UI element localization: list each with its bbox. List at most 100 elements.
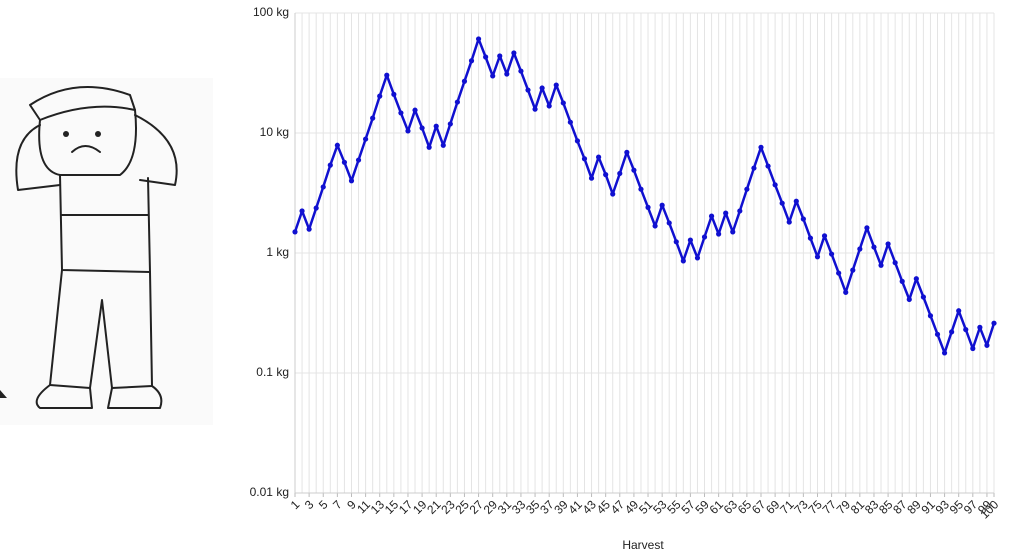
x-tick-label: 1 <box>288 497 303 512</box>
point <box>426 144 432 150</box>
point <box>596 154 602 160</box>
point <box>384 72 390 78</box>
head <box>38 109 137 176</box>
point <box>829 251 835 257</box>
arms <box>15 114 178 191</box>
point <box>779 200 785 206</box>
point <box>708 213 715 219</box>
point <box>334 142 340 148</box>
point <box>327 162 333 168</box>
x-tick-label: 5 <box>316 497 331 512</box>
y-tick-label: 10 kg <box>260 125 289 139</box>
x-tick-label: 3 <box>302 497 317 512</box>
point <box>821 233 828 239</box>
point <box>475 36 482 42</box>
point <box>772 182 778 188</box>
point <box>363 136 369 142</box>
point <box>638 186 644 192</box>
point <box>539 85 545 91</box>
point <box>490 73 496 79</box>
point <box>694 255 701 261</box>
eye <box>63 131 69 137</box>
point <box>652 223 658 229</box>
point <box>751 165 757 171</box>
point <box>920 294 926 300</box>
point <box>807 235 814 241</box>
point <box>306 226 312 232</box>
point <box>574 138 581 144</box>
point <box>454 99 460 105</box>
point <box>398 110 404 116</box>
point <box>483 54 489 60</box>
point <box>836 270 842 276</box>
point <box>497 53 503 59</box>
illustration-bg <box>0 78 213 425</box>
point <box>899 278 905 284</box>
point <box>723 210 729 216</box>
arrow-tip <box>0 390 7 398</box>
point <box>864 225 870 231</box>
y-tick-label: 0.01 kg <box>250 485 289 499</box>
point <box>320 184 326 190</box>
point <box>977 324 983 330</box>
point <box>927 313 934 319</box>
point <box>716 231 722 237</box>
point <box>687 237 693 243</box>
point <box>758 144 764 150</box>
point <box>786 219 792 225</box>
point <box>666 220 672 226</box>
eye <box>95 131 101 137</box>
point <box>525 87 531 93</box>
mouth <box>71 145 101 153</box>
point <box>906 296 912 303</box>
illustration <box>0 78 213 425</box>
x-axis-label: Harvest <box>622 538 664 552</box>
point <box>603 172 609 178</box>
point <box>793 198 799 204</box>
point <box>991 320 997 326</box>
point <box>984 342 990 348</box>
point <box>843 289 849 295</box>
point <box>560 100 566 106</box>
point <box>553 82 559 88</box>
point <box>730 229 736 235</box>
point <box>941 350 948 356</box>
point <box>963 326 969 333</box>
point <box>673 239 679 245</box>
point <box>934 331 941 337</box>
point <box>913 276 919 282</box>
point <box>737 208 743 214</box>
point <box>348 178 355 184</box>
cap <box>29 86 136 121</box>
point <box>701 234 708 240</box>
point <box>885 241 891 247</box>
line <box>293 37 996 355</box>
point <box>433 123 439 129</box>
point <box>419 125 425 131</box>
point <box>313 205 319 211</box>
point <box>588 175 595 181</box>
point <box>949 329 955 335</box>
point <box>468 58 475 64</box>
point <box>970 345 976 352</box>
point <box>461 78 468 84</box>
point <box>892 260 898 266</box>
overalls <box>59 174 151 273</box>
shoes <box>35 384 163 409</box>
point <box>850 267 856 273</box>
point <box>511 50 517 56</box>
point <box>504 71 510 77</box>
point <box>680 258 686 264</box>
point <box>299 208 305 214</box>
point <box>440 142 446 148</box>
point <box>765 163 771 169</box>
point <box>610 191 616 197</box>
point <box>292 229 298 235</box>
point <box>567 119 573 125</box>
point <box>546 103 552 109</box>
point <box>405 128 411 134</box>
point <box>447 121 453 127</box>
point <box>355 157 362 163</box>
y-tick-label: 1 kg <box>266 245 289 259</box>
